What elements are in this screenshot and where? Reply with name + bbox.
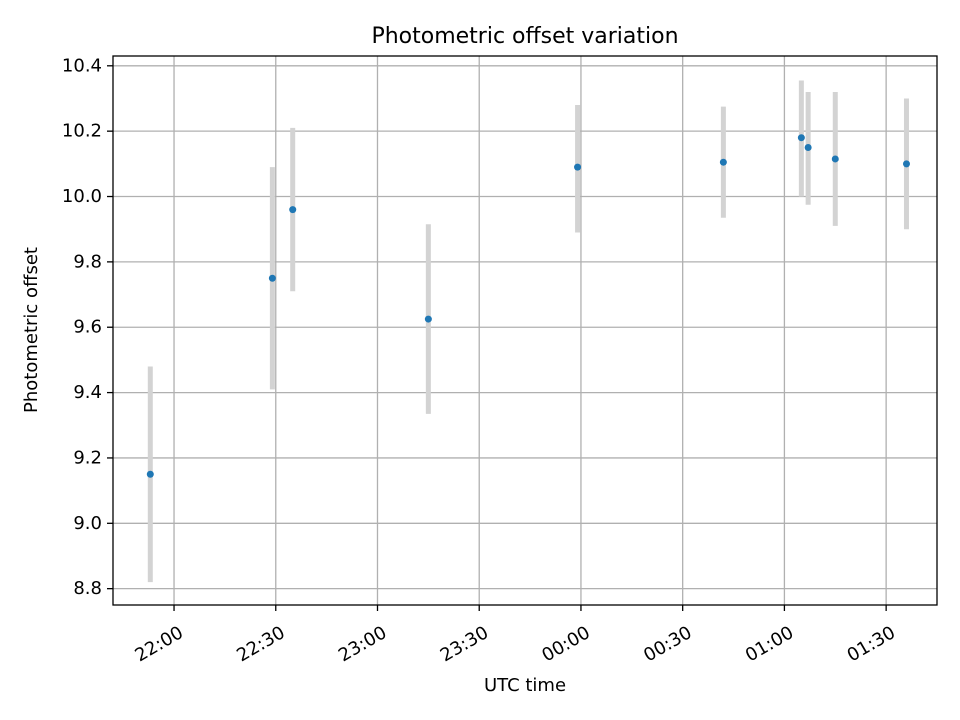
- y-tick-label: 10.0: [62, 186, 102, 207]
- data-point: [268, 274, 276, 282]
- data-point: [831, 155, 839, 163]
- y-tick-label: 8.8: [73, 578, 102, 599]
- y-tick-label: 9.0: [73, 513, 102, 534]
- data-points: [146, 134, 910, 478]
- data-point: [902, 160, 910, 168]
- x-axis-label: UTC time: [484, 675, 566, 696]
- y-tick-label: 9.6: [73, 317, 102, 338]
- y-tick-label: 9.4: [73, 382, 102, 403]
- y-tick-label: 9.2: [73, 447, 102, 468]
- data-point: [797, 134, 805, 142]
- data-point: [289, 206, 297, 214]
- data-point: [146, 470, 154, 478]
- grid: [113, 56, 937, 605]
- y-tick-label: 9.8: [73, 251, 102, 272]
- data-point: [804, 144, 812, 151]
- y-axis-label: Photometric offset: [21, 247, 42, 413]
- data-point: [424, 315, 432, 323]
- axes-frame: [112, 55, 938, 606]
- data-point: [719, 158, 727, 166]
- y-tick-label: 10.4: [62, 55, 102, 76]
- y-tick-label: 10.2: [62, 121, 102, 142]
- chart-title: Photometric offset variation: [371, 24, 678, 49]
- data-point: [574, 163, 582, 171]
